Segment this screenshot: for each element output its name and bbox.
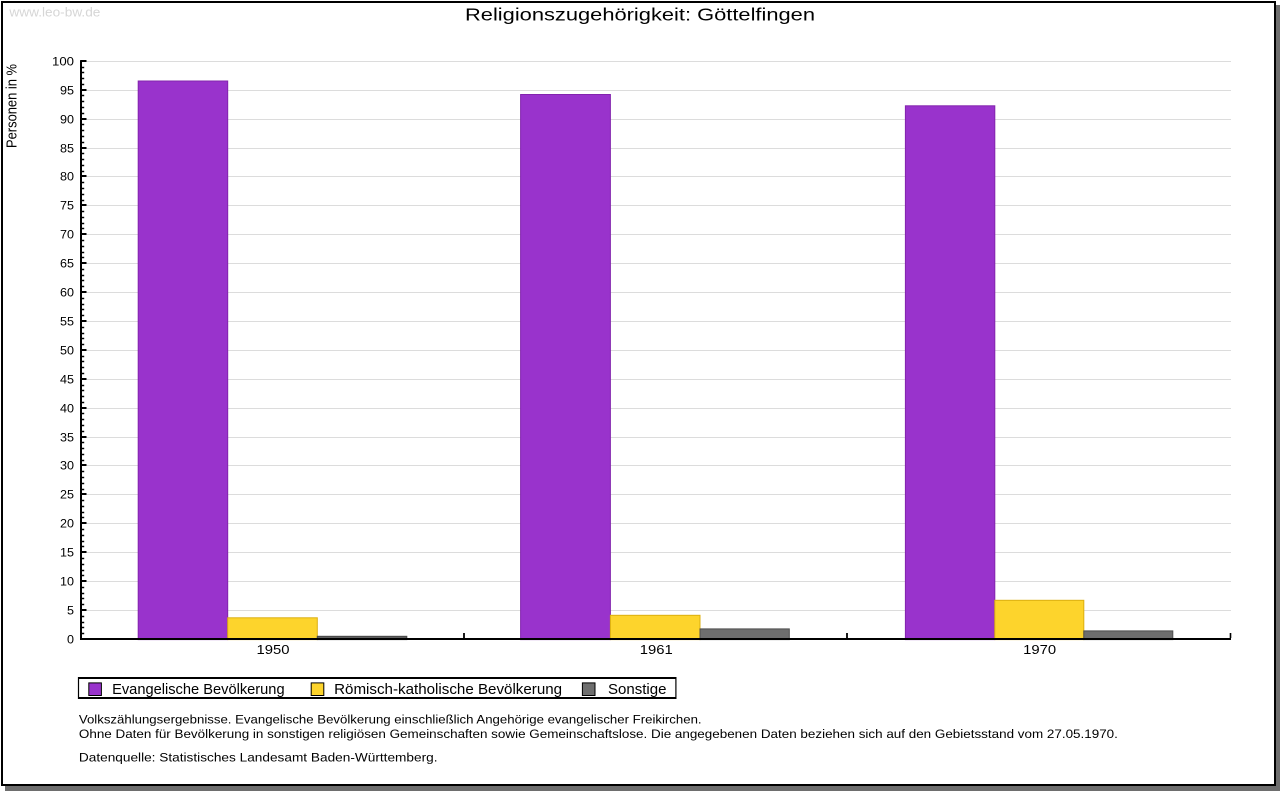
svg-text:90: 90 [60,114,75,127]
svg-text:5: 5 [67,605,75,618]
svg-text:50: 50 [60,345,75,358]
svg-text:100: 100 [52,56,75,69]
svg-text:25: 25 [60,489,75,502]
svg-text:75: 75 [60,200,75,213]
svg-text:Datenquelle: Statistisches Lan: Datenquelle: Statistisches Landesamt Bad… [79,751,438,765]
svg-text:Sonstige: Sonstige [608,682,667,698]
svg-text:15: 15 [60,547,75,560]
svg-text:60: 60 [60,287,75,300]
svg-text:30: 30 [60,460,75,473]
svg-text:45: 45 [60,374,75,387]
svg-text:Evangelische Bevölkerung: Evangelische Bevölkerung [112,682,285,698]
svg-text:Personen in %: Personen in % [4,64,20,148]
svg-text:65: 65 [60,258,75,271]
svg-text:85: 85 [60,143,75,156]
svg-text:10: 10 [60,576,75,589]
svg-text:Ohne Daten für Bevölkerung in: Ohne Daten für Bevölkerung in sonstigen … [79,727,1118,741]
svg-text:70: 70 [60,229,75,242]
svg-text:0: 0 [67,634,75,647]
svg-text:Römisch-katholische Bevölkerun: Römisch-katholische Bevölkerung [334,682,562,698]
svg-text:35: 35 [60,432,75,445]
svg-text:1970: 1970 [1023,643,1056,657]
svg-text:80: 80 [60,171,75,184]
svg-text:Religionszugehörigkeit: Göttel: Religionszugehörigkeit: Göttelfingen [465,4,815,24]
svg-text:95: 95 [60,85,75,98]
svg-text:1950: 1950 [257,643,290,657]
svg-text:55: 55 [60,316,75,329]
svg-text:1961: 1961 [640,643,673,657]
svg-text:www.leo-bw.de: www.leo-bw.de [8,5,100,20]
svg-text:40: 40 [60,403,75,416]
svg-text:Volkszählungsergebnisse. Evang: Volkszählungsergebnisse. Evangelische Be… [79,712,702,726]
svg-text:20: 20 [60,518,75,531]
